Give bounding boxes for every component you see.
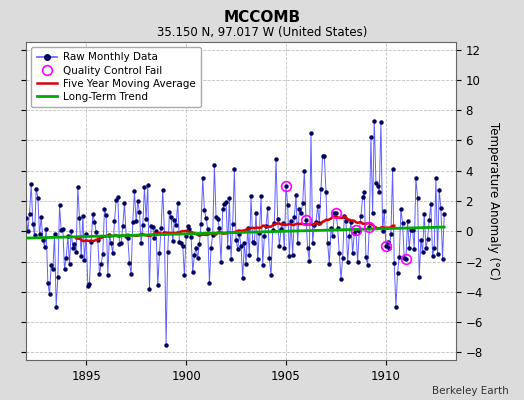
Text: MCCOMB: MCCOMB (223, 10, 301, 25)
Legend: Raw Monthly Data, Quality Control Fail, Five Year Moving Average, Long-Term Tren: Raw Monthly Data, Quality Control Fail, … (31, 47, 201, 107)
Text: Berkeley Earth: Berkeley Earth (432, 386, 508, 396)
Y-axis label: Temperature Anomaly (°C): Temperature Anomaly (°C) (487, 122, 500, 280)
Text: 35.150 N, 97.017 W (United States): 35.150 N, 97.017 W (United States) (157, 26, 367, 39)
